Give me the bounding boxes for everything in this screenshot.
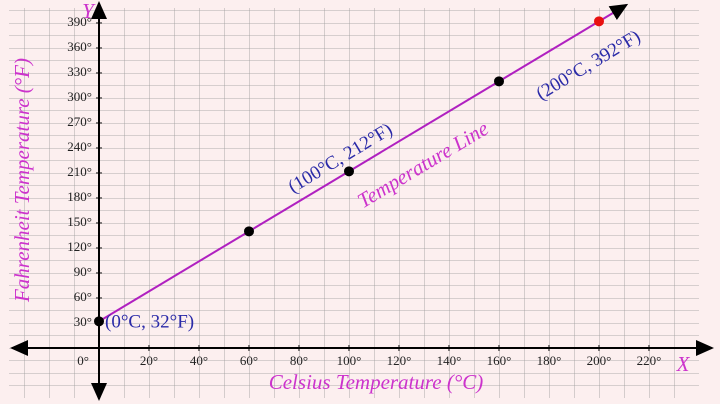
point — [94, 316, 104, 327]
x-tick-label: 60° — [240, 353, 258, 368]
y-tick-label: 330° — [67, 64, 92, 79]
x-tick-label: 220° — [637, 353, 662, 368]
x-tick-label: 120° — [387, 353, 412, 368]
annotation: (0°C, 32°F) — [105, 312, 194, 333]
grid — [9, 8, 699, 398]
x-tick-label: 0° — [77, 353, 89, 368]
x-tick-label: 200° — [587, 353, 612, 368]
x-tick-label: 40° — [190, 353, 208, 368]
y-axis-name: Y — [82, 0, 96, 23]
x-tick-label: 140° — [437, 353, 462, 368]
x-tick-label: 180° — [537, 353, 562, 368]
x-tick-label: 100° — [337, 353, 362, 368]
x-tick-label: 20° — [140, 353, 158, 368]
y-tick-label: 120° — [67, 239, 92, 254]
point — [594, 16, 604, 27]
x-axis-label: Celsius Temperature (°C) — [269, 370, 484, 394]
y-axis-label: Fahrenheit Temperature (°F) — [10, 58, 34, 303]
y-tick-label: 360° — [67, 39, 92, 54]
y-tick-label: 240° — [67, 139, 92, 154]
y-tick-label: 270° — [67, 114, 92, 129]
y-tick-label: 90° — [74, 264, 92, 279]
x-tick-label: 80° — [290, 353, 308, 368]
y-tick-label: 150° — [67, 214, 92, 229]
point — [344, 166, 354, 177]
x-axis-name: X — [676, 352, 691, 376]
x-tick-label: 160° — [487, 353, 512, 368]
point — [494, 76, 504, 87]
point — [244, 226, 254, 237]
y-tick-label: 300° — [67, 89, 92, 104]
y-tick-label: 390° — [67, 14, 92, 29]
y-tick-label: 30° — [74, 314, 92, 329]
y-tick-label: 180° — [67, 189, 92, 204]
line-extension — [598, 3, 629, 23]
y-tick-label: 60° — [74, 289, 92, 304]
y-tick-label: 210° — [67, 164, 92, 179]
